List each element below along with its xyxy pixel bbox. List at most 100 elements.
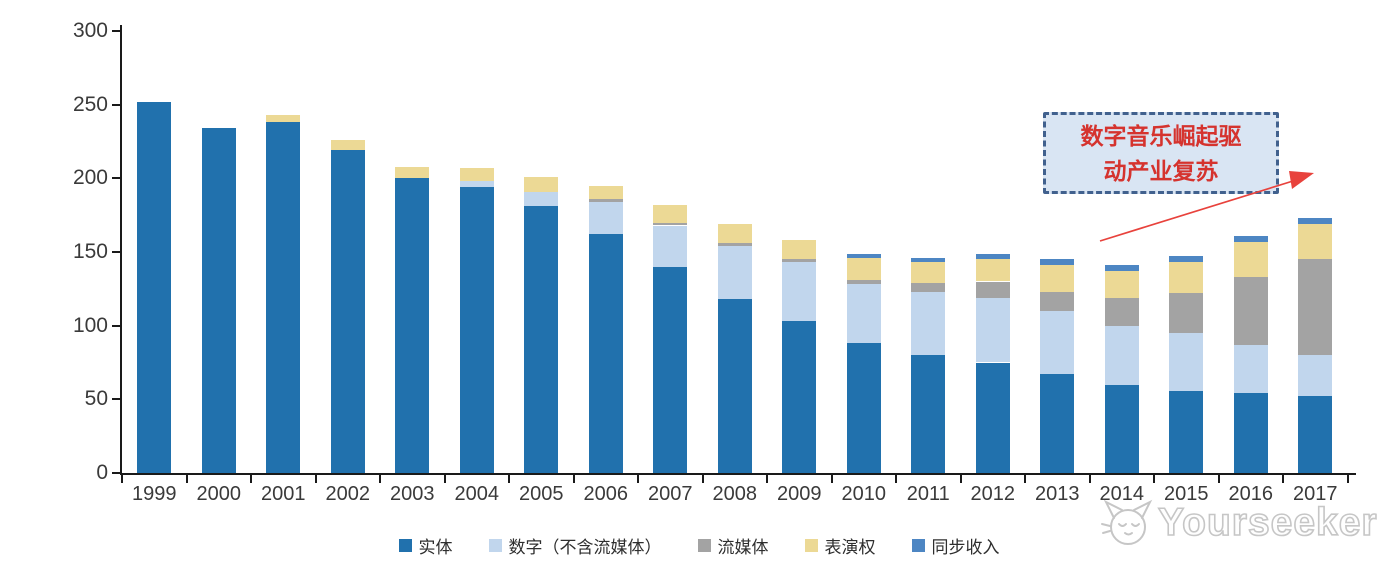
bar-segment xyxy=(395,178,430,473)
bar-segment xyxy=(330,140,365,151)
bar-segment xyxy=(1169,262,1204,294)
x-tick xyxy=(185,475,188,483)
bar-segment xyxy=(459,181,494,188)
y-tick-label: 250 xyxy=(72,92,108,116)
chart-legend: 实体 数字（不含流媒体） 流媒体 表演权 同步收入 xyxy=(0,533,1398,558)
x-tick xyxy=(1217,475,1220,483)
bar-segment xyxy=(717,224,752,244)
y-tick-label: 300 xyxy=(72,19,108,42)
bar-segment xyxy=(1169,293,1204,334)
bar-segment xyxy=(1233,241,1268,278)
bar-segment xyxy=(1298,224,1333,260)
bar-segment xyxy=(588,201,623,235)
y-tick-label: 0 xyxy=(96,461,108,484)
bar-segment xyxy=(975,297,1010,363)
bar-segment xyxy=(1040,265,1075,292)
x-tick-label: 2008 xyxy=(712,483,758,505)
legend-swatch-icon xyxy=(398,539,412,552)
x-tick-label: 1999 xyxy=(132,483,177,505)
bar-segment xyxy=(846,280,881,285)
bar-segment xyxy=(395,166,430,179)
legend-swatch-icon xyxy=(697,539,711,552)
x-tick xyxy=(1024,475,1026,483)
x-tick-label: 2012 xyxy=(970,483,1016,505)
bar-segment xyxy=(975,259,1010,282)
x-tick xyxy=(830,475,833,483)
y-tick xyxy=(112,472,120,474)
bar-segment xyxy=(1169,333,1204,391)
y-tick xyxy=(112,30,120,32)
bar-segment xyxy=(459,187,494,473)
bar-segment xyxy=(1169,390,1204,473)
x-tick xyxy=(572,475,575,483)
cat-logo-icon xyxy=(1101,499,1153,545)
x-tick-label: 2010 xyxy=(841,483,887,505)
legend-swatch-icon xyxy=(488,539,502,552)
bar-segment xyxy=(782,240,817,260)
bar-segment xyxy=(1040,259,1075,266)
bar-segment xyxy=(1040,374,1075,473)
watermark: Yourseeker xyxy=(1092,496,1378,550)
legend-item: 实体 xyxy=(398,533,453,558)
legend-swatch-icon xyxy=(911,539,925,552)
bar-segment xyxy=(524,191,559,207)
bar-segment xyxy=(1233,235,1268,242)
bar-segment xyxy=(588,199,623,202)
bar-segment xyxy=(1104,384,1139,473)
bar-segment xyxy=(717,243,752,247)
x-tick xyxy=(443,475,446,483)
bar-segment xyxy=(1233,344,1268,394)
bar-segment xyxy=(1298,259,1333,356)
bar-segment xyxy=(1298,218,1333,224)
bar-segment xyxy=(524,176,559,192)
y-tick-label: 150 xyxy=(72,240,108,263)
bar-segment xyxy=(911,291,946,356)
legend-item: 同步收入 xyxy=(911,533,1000,558)
x-tick-label: 2015 xyxy=(1164,483,1209,505)
bar-segment xyxy=(266,122,301,473)
x-tick xyxy=(314,475,317,483)
bar-segment xyxy=(846,257,881,280)
x-tick-label: 2017 xyxy=(1293,483,1338,505)
x-tick xyxy=(766,475,768,483)
y-tick xyxy=(112,398,120,401)
y-tick xyxy=(112,324,120,327)
x-tick xyxy=(121,475,123,483)
x-tick-label: 2006 xyxy=(583,483,629,505)
bar-segment xyxy=(975,253,1010,260)
bar-segment xyxy=(975,281,1010,298)
bar-segment xyxy=(524,206,559,473)
x-tick-label: 2002 xyxy=(325,483,371,505)
legend-label: 表演权 xyxy=(824,538,876,557)
y-tick xyxy=(112,103,120,106)
bar-segment xyxy=(1040,291,1075,311)
x-tick-label: 2014 xyxy=(1099,483,1145,505)
x-tick xyxy=(1346,475,1349,483)
legend-label: 同步收入 xyxy=(931,538,1000,557)
bar-segment xyxy=(653,266,688,473)
watermark-text: Yourseeker xyxy=(1157,500,1378,545)
bar-segment xyxy=(717,246,752,300)
x-tick xyxy=(1153,475,1155,483)
x-tick xyxy=(959,475,962,483)
bar-segment xyxy=(201,128,236,473)
bar-segment xyxy=(911,282,946,292)
x-tick-label: 2000 xyxy=(196,483,242,505)
x-tick-label: 2001 xyxy=(261,483,306,505)
bar-segment xyxy=(137,101,172,473)
bar-segment xyxy=(911,257,946,263)
x-tick-label: 2004 xyxy=(454,483,500,505)
bar-segment xyxy=(1104,271,1139,298)
bar-segment xyxy=(653,204,688,223)
x-tick xyxy=(637,475,639,483)
legend-label: 数字（不含流媒体） xyxy=(508,538,662,557)
x-tick-label: 2016 xyxy=(1228,483,1274,505)
legend-swatch-icon xyxy=(804,539,818,552)
bar-segment xyxy=(1298,355,1333,397)
bar-segment xyxy=(588,185,623,199)
legend-item: 流媒体 xyxy=(697,533,769,558)
x-tick xyxy=(379,475,381,483)
bar-segment xyxy=(975,362,1010,473)
x-tick-label: 2003 xyxy=(390,483,435,505)
